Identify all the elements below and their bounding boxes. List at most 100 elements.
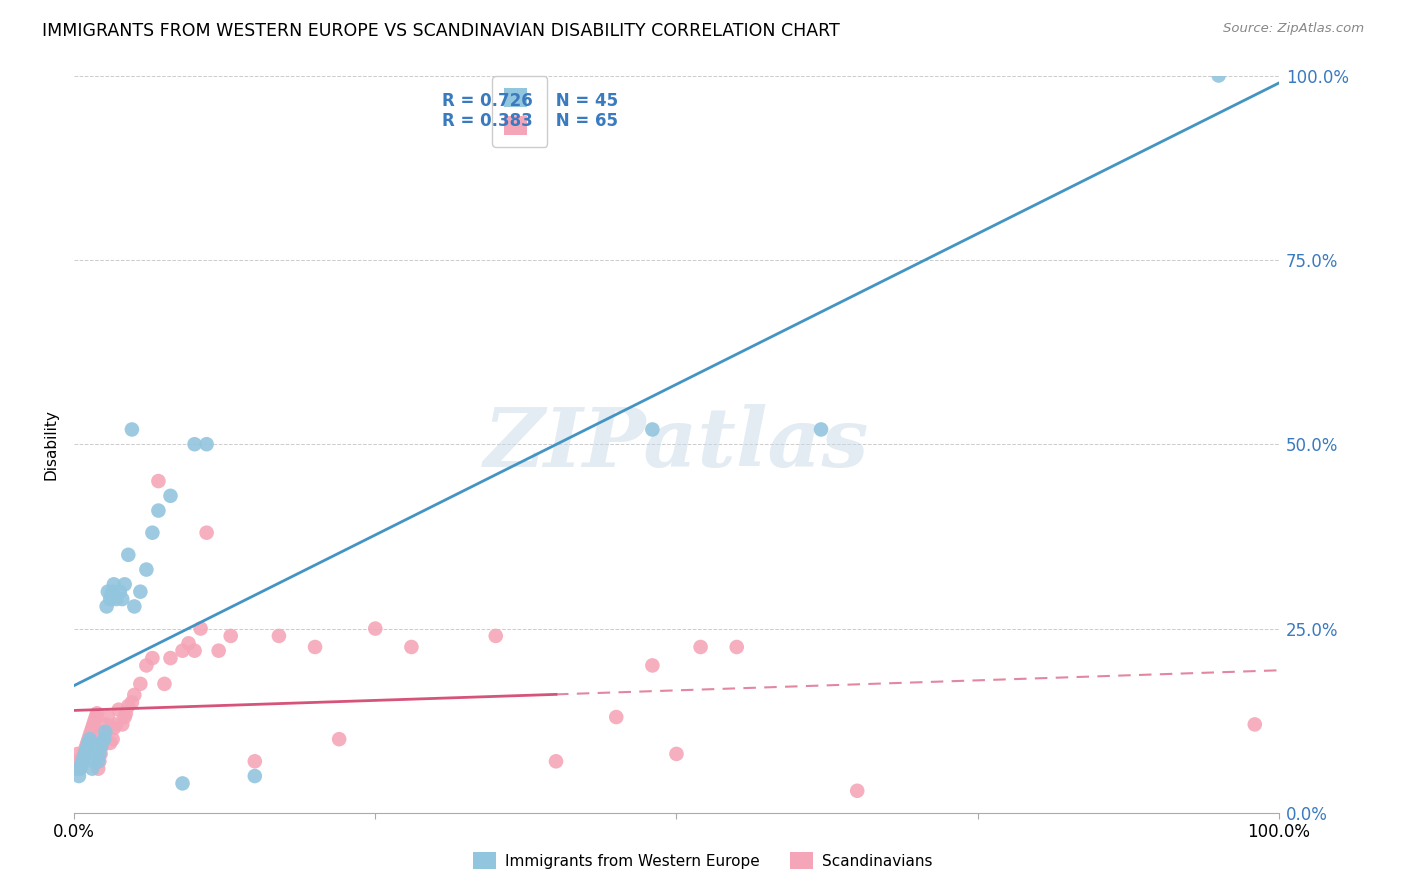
Point (121, 695, 143, 709)
Point (67, 769, 90, 783)
Point (80, 724, 103, 739)
Point (96, 599, 118, 614)
Point (103, 577, 125, 591)
Point (148, 474, 170, 488)
Point (82, 721, 104, 735)
Point (172, 643, 194, 657)
Point (98, 736, 121, 750)
Point (129, 584, 152, 599)
Point (111, 592, 134, 607)
Point (65, 754, 87, 768)
Point (364, 622, 387, 636)
Point (1208, 69, 1230, 83)
Point (114, 710, 136, 724)
Point (208, 643, 231, 657)
Point (73, 747, 96, 761)
Point (103, 721, 125, 735)
Point (105, 717, 128, 731)
Point (90, 736, 112, 750)
Point (83, 747, 105, 761)
Point (72, 754, 94, 768)
Point (97, 710, 120, 724)
Point (665, 747, 688, 761)
Text: IMMIGRANTS FROM WESTERN EUROPE VS SCANDINAVIAN DISABILITY CORRELATION CHART: IMMIGRANTS FROM WESTERN EUROPE VS SCANDI… (42, 22, 839, 40)
Point (485, 629, 508, 643)
Point (101, 584, 124, 599)
Text: R = 0.383    N = 65: R = 0.383 N = 65 (441, 112, 617, 130)
Point (91, 732, 114, 747)
Point (117, 698, 139, 713)
Point (114, 577, 136, 591)
Point (124, 599, 146, 614)
Point (108, 584, 131, 599)
Point (72, 754, 94, 768)
Text: ZIPatlas: ZIPatlas (484, 404, 869, 484)
Point (77, 736, 100, 750)
Point (172, 776, 194, 790)
Point (141, 651, 163, 665)
Point (117, 548, 139, 562)
Point (69, 762, 91, 776)
Point (89, 754, 111, 768)
Point (76, 739, 98, 754)
Legend: Immigrants from Western Europe, Scandinavians: Immigrants from Western Europe, Scandina… (467, 846, 939, 875)
Legend: , : , (492, 77, 547, 146)
Point (148, 503, 170, 517)
Point (75, 739, 97, 754)
Point (153, 677, 176, 691)
Point (73, 747, 96, 761)
Point (82, 754, 104, 768)
Point (129, 677, 152, 691)
Point (94, 717, 117, 731)
Point (219, 629, 242, 643)
Point (66, 747, 89, 761)
Point (98, 592, 121, 607)
Point (328, 732, 350, 747)
Point (605, 710, 627, 724)
Point (93, 724, 115, 739)
Point (87, 762, 110, 776)
Point (243, 769, 266, 783)
Point (725, 640, 748, 654)
Point (90, 739, 112, 754)
Point (304, 640, 326, 654)
Point (159, 651, 181, 665)
Point (544, 754, 567, 768)
Point (70, 758, 93, 772)
Point (89, 747, 111, 761)
Point (82, 717, 104, 731)
Point (86, 706, 108, 721)
Point (73, 750, 96, 764)
Point (93, 732, 115, 747)
Point (1243, 717, 1265, 731)
Point (82, 762, 104, 776)
Point (97, 584, 120, 599)
Point (195, 437, 218, 451)
Point (100, 588, 122, 602)
Point (90, 747, 112, 761)
Point (111, 717, 134, 731)
Point (76, 736, 98, 750)
Point (141, 525, 163, 540)
Point (183, 643, 205, 657)
Point (689, 640, 711, 654)
Point (90, 739, 112, 754)
Point (84, 739, 107, 754)
Point (94, 724, 117, 739)
Point (75, 743, 97, 757)
Point (195, 525, 218, 540)
Point (69, 762, 91, 776)
Point (83, 714, 105, 728)
Point (105, 592, 128, 607)
Text: Source: ZipAtlas.com: Source: ZipAtlas.com (1223, 22, 1364, 36)
Point (87, 754, 110, 768)
Point (641, 422, 664, 436)
Point (121, 422, 143, 436)
Point (159, 489, 181, 503)
Point (267, 629, 290, 643)
Point (641, 658, 664, 673)
Y-axis label: Disability: Disability (44, 409, 58, 480)
Point (401, 640, 423, 654)
Point (101, 732, 124, 747)
Point (243, 754, 266, 768)
